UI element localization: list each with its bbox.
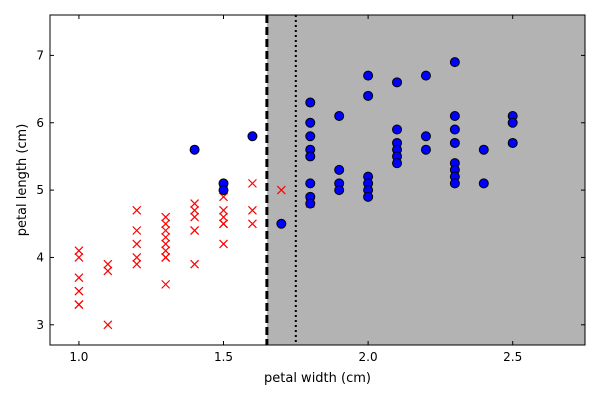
- circle-marker-point: [449, 57, 460, 68]
- circle-marker-point: [363, 90, 374, 101]
- x-marker-point: [219, 239, 228, 249]
- circle-marker-point: [247, 131, 258, 142]
- x-marker-point: [248, 205, 257, 215]
- data-points: [74, 57, 518, 330]
- x-tick-label: 1.0: [69, 350, 88, 364]
- x-marker-point: [161, 239, 171, 249]
- x-marker-point: [190, 226, 200, 235]
- circle-marker-point: [507, 117, 518, 128]
- circle-marker-point: [478, 178, 489, 189]
- x-marker-point: [132, 205, 142, 215]
- decision-region-0: [266, 15, 585, 345]
- x-tick-label: 2.0: [359, 350, 378, 364]
- x-tick-label: 1.5: [214, 350, 233, 364]
- y-tick-label: 3: [36, 318, 44, 332]
- circle-marker-point: [392, 158, 403, 169]
- y-tick-label: 5: [36, 183, 44, 197]
- x-marker-point: [219, 219, 228, 229]
- circle-marker-point: [449, 124, 460, 135]
- x-marker-point: [161, 219, 171, 229]
- x-marker-point: [103, 266, 113, 276]
- circle-marker-point: [449, 111, 460, 122]
- x-marker-point: [103, 259, 113, 269]
- circle-marker-point: [478, 144, 489, 155]
- x-marker-point: [74, 300, 84, 310]
- x-marker-point: [74, 246, 84, 256]
- circle-marker-point: [218, 185, 229, 196]
- x-marker-point: [161, 232, 171, 242]
- x-marker-point: [132, 239, 142, 249]
- x-marker-point: [74, 253, 84, 262]
- circle-marker-point: [392, 77, 403, 88]
- x-marker-point: [132, 253, 142, 262]
- x-tick-label: 2.5: [503, 350, 522, 364]
- circle-marker-point: [276, 218, 287, 229]
- x-marker-point: [161, 246, 171, 256]
- circle-marker-point: [334, 111, 345, 122]
- x-marker-point: [219, 212, 228, 222]
- x-marker-point: [103, 320, 113, 330]
- x-marker-point: [190, 212, 200, 222]
- circle-marker-point: [363, 70, 374, 81]
- x-marker-point: [74, 286, 84, 296]
- x-marker-point: [132, 226, 142, 235]
- x-marker-point: [190, 205, 200, 215]
- x-marker-point: [161, 226, 171, 235]
- circle-marker-point: [334, 185, 345, 196]
- circle-marker-point: [507, 137, 518, 148]
- circle-marker-point: [334, 164, 345, 175]
- circle-marker-point: [305, 97, 316, 108]
- x-marker-point: [161, 212, 171, 222]
- y-tick-label: 7: [36, 48, 44, 62]
- circle-marker-point: [449, 137, 460, 148]
- circle-marker-point: [305, 131, 316, 142]
- x-marker-point: [248, 178, 257, 188]
- y-tick-label: 4: [36, 250, 44, 264]
- circle-marker-point: [305, 198, 316, 209]
- y-axis-label: petal length (cm): [15, 124, 30, 237]
- x-marker-point: [190, 259, 200, 269]
- y-tick-label: 6: [36, 116, 44, 130]
- x-marker-point: [132, 259, 142, 269]
- x-marker-point: [161, 253, 171, 262]
- circle-marker-point: [420, 70, 431, 81]
- x-axis-label: petal width (cm): [264, 371, 371, 386]
- circle-marker-point: [305, 117, 316, 128]
- x-marker-point: [161, 279, 171, 289]
- x-marker-point: [74, 273, 84, 283]
- circle-marker-point: [392, 124, 403, 135]
- circle-marker-point: [305, 178, 316, 189]
- circle-marker-point: [420, 144, 431, 155]
- x-marker-point: [276, 185, 286, 195]
- plot-area: 1.0 1.5 2.0 2.5 3 4 5 6 7: [36, 14, 586, 364]
- plot-frame: [49, 14, 586, 346]
- x-marker-point: [190, 199, 200, 208]
- circle-marker-point: [363, 191, 374, 202]
- circle-marker-point: [420, 131, 431, 142]
- circle-marker-point: [449, 178, 460, 189]
- x-marker-point: [248, 219, 257, 229]
- circle-marker-point: [189, 144, 200, 155]
- x-marker-point: [219, 205, 228, 215]
- circle-marker-point: [305, 151, 316, 162]
